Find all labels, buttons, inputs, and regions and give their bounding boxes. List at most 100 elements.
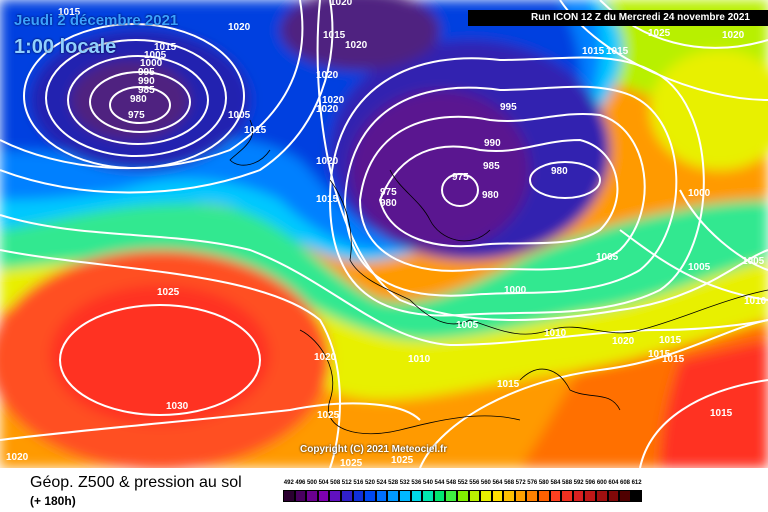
scale-label: 524 bbox=[376, 480, 387, 486]
isobar-label: 1020 bbox=[330, 0, 353, 8]
scale-label: 540 bbox=[422, 480, 433, 486]
scale-label: 592 bbox=[573, 480, 584, 486]
isobar-label: 1005 bbox=[688, 262, 711, 273]
isobar-label: 1010 bbox=[408, 354, 431, 365]
map-title: Géop. Z500 & pression au sol bbox=[30, 474, 242, 491]
isobar-label: 975 bbox=[380, 187, 397, 198]
scale-swatch bbox=[375, 490, 388, 502]
run-info: Run ICON 12 Z du Mercredi 24 novembre 20… bbox=[468, 10, 768, 26]
scale-label: 548 bbox=[446, 480, 457, 486]
scale-label: 596 bbox=[585, 480, 596, 486]
scale-cell: 520 bbox=[364, 478, 376, 502]
scale-cell: 576 bbox=[526, 478, 539, 502]
scale-cell: 508 bbox=[329, 478, 341, 502]
isobar-label: 1025 bbox=[317, 410, 340, 421]
scale-label: 552 bbox=[457, 480, 468, 486]
isobar-label: 990 bbox=[138, 76, 155, 87]
scale-cell: 612 bbox=[630, 478, 643, 502]
scale-cell: 500 bbox=[306, 478, 318, 502]
scale-cell: 604 bbox=[607, 478, 620, 502]
scale-swatch bbox=[283, 490, 295, 502]
isobar-label: 1005 bbox=[144, 50, 167, 61]
isobar-label: 975 bbox=[452, 172, 469, 183]
scale-swatch bbox=[398, 490, 411, 502]
scale-cell: 564 bbox=[491, 478, 504, 502]
forecast-lead: (+ 180h) bbox=[30, 494, 76, 508]
footer: Géop. Z500 & pression au sol (+ 180h) 49… bbox=[0, 468, 768, 512]
scale-swatch bbox=[306, 490, 318, 502]
scale-swatch bbox=[456, 490, 469, 502]
isobar-label: 1025 bbox=[340, 458, 363, 468]
scale-swatch bbox=[329, 490, 341, 502]
coastlines bbox=[229, 119, 768, 435]
scale-cell: 556 bbox=[468, 478, 481, 502]
scale-label: 576 bbox=[527, 480, 538, 486]
scale-cell: 492 bbox=[283, 478, 295, 502]
isobar-label: 995 bbox=[500, 102, 517, 113]
scale-cell: 532 bbox=[398, 478, 411, 502]
isobar-label: 1015 bbox=[497, 379, 520, 390]
isobar-label: 1015 bbox=[58, 7, 81, 18]
isobar-label: 1025 bbox=[648, 28, 671, 39]
scale-label: 516 bbox=[353, 480, 364, 486]
scale-swatch bbox=[596, 490, 608, 502]
scale-label: 608 bbox=[620, 480, 631, 486]
scale-swatch bbox=[584, 490, 597, 502]
scale-cell: 516 bbox=[352, 478, 365, 502]
scale-swatch bbox=[468, 490, 481, 502]
scale-swatch bbox=[538, 490, 550, 502]
scale-swatch bbox=[387, 490, 399, 502]
scale-cell: 592 bbox=[572, 478, 585, 502]
isobar-label: 975 bbox=[128, 110, 145, 121]
isobar-label: 1000 bbox=[504, 285, 527, 296]
forecast-date: Jeudi 2 décembre 2021 bbox=[14, 12, 179, 29]
isobars bbox=[0, 0, 768, 468]
scale-swatch bbox=[422, 490, 434, 502]
isobar-label: 980 bbox=[130, 94, 147, 105]
isobar-label: 1000 bbox=[688, 188, 711, 199]
isobar-label: 1005 bbox=[456, 320, 479, 331]
scale-cell: 608 bbox=[619, 478, 631, 502]
scale-cell: 540 bbox=[422, 478, 434, 502]
isobar-label: 1020 bbox=[314, 352, 337, 363]
isobar-label: 1030 bbox=[166, 401, 189, 412]
scale-label: 496 bbox=[295, 480, 306, 486]
scale-label: 532 bbox=[399, 480, 410, 486]
scale-label: 536 bbox=[411, 480, 422, 486]
scale-cell: 548 bbox=[445, 478, 457, 502]
scale-label: 572 bbox=[515, 480, 526, 486]
isobar-label: 1015 bbox=[244, 125, 267, 136]
isobar-label: 1020 bbox=[612, 336, 635, 347]
isobar-label: 1025 bbox=[157, 287, 180, 298]
isobar-label: 1005 bbox=[742, 256, 765, 267]
scale-swatch bbox=[526, 490, 539, 502]
scale-swatch bbox=[572, 490, 585, 502]
scale-label: 500 bbox=[306, 480, 317, 486]
scale-label: 560 bbox=[480, 480, 491, 486]
scale-cell: 572 bbox=[514, 478, 527, 502]
isobar-label: 1015 bbox=[582, 46, 605, 57]
scale-label: 568 bbox=[504, 480, 515, 486]
isobar-label: 985 bbox=[483, 161, 500, 172]
isobar-label: 1025 bbox=[391, 455, 414, 466]
scale-label: 492 bbox=[283, 480, 294, 486]
isobar-label: 1015 bbox=[662, 354, 685, 365]
isobar-label: 1020 bbox=[345, 40, 368, 51]
scale-swatch bbox=[433, 490, 446, 502]
copyright: Copyright (C) 2021 Meteociel.fr bbox=[300, 444, 448, 455]
scale-label: 544 bbox=[434, 480, 445, 486]
isobar-label: 1015 bbox=[323, 30, 346, 41]
scale-cell: 568 bbox=[503, 478, 515, 502]
scale-swatch bbox=[364, 490, 376, 502]
isobar-label: 1015 bbox=[648, 349, 671, 360]
isobar-label: 1010 bbox=[744, 296, 767, 307]
scale-swatch bbox=[445, 490, 457, 502]
isobar-label: 1015 bbox=[606, 46, 629, 57]
scale-label: 604 bbox=[608, 480, 619, 486]
scale-cell: 528 bbox=[387, 478, 399, 502]
scale-label: 520 bbox=[364, 480, 375, 486]
isobar-label: 995 bbox=[138, 67, 155, 78]
isobar-label: 985 bbox=[138, 85, 155, 96]
scale-label: 600 bbox=[596, 480, 607, 486]
isobar-label: 1015 bbox=[316, 194, 339, 205]
